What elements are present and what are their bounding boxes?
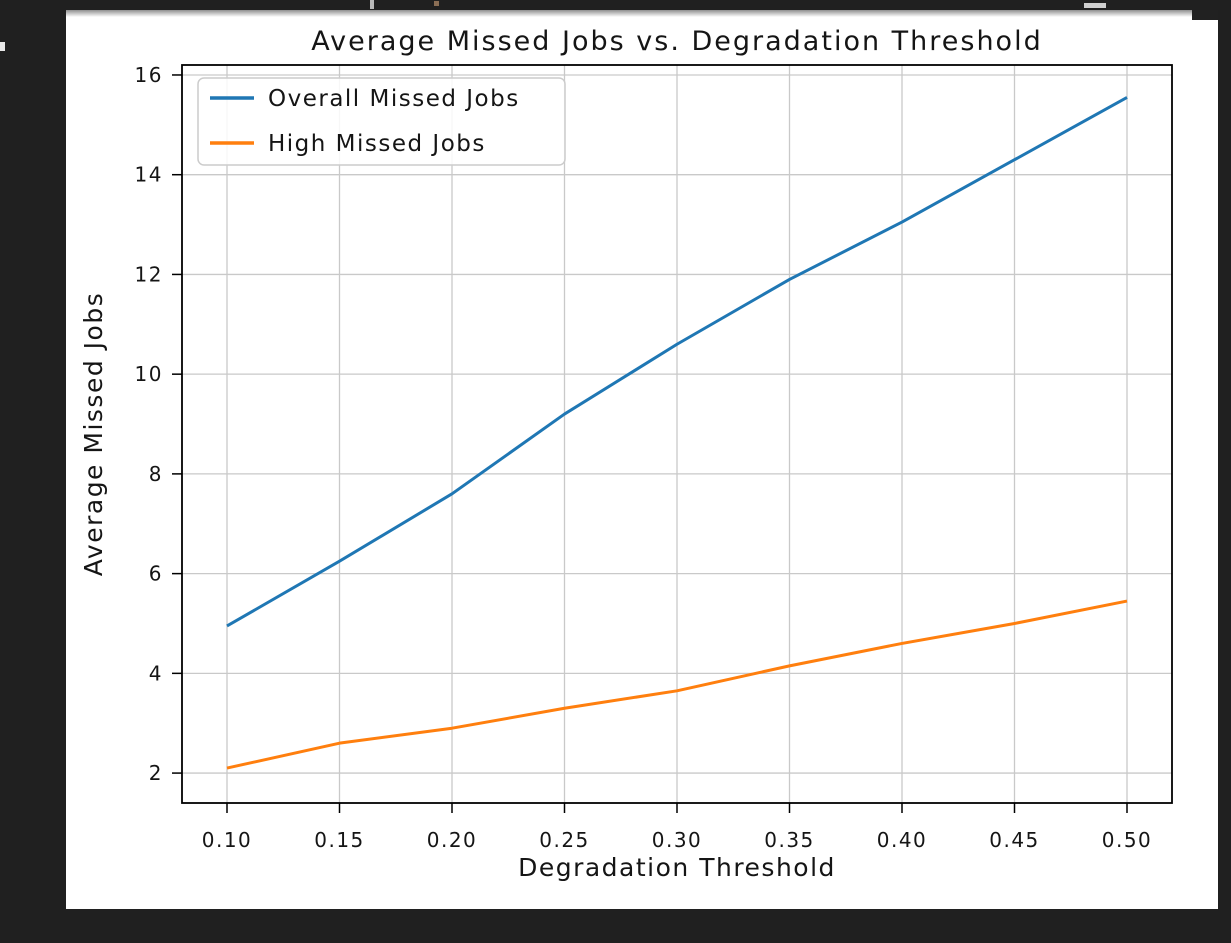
chart-title: Average Missed Jobs vs. Degradation Thre… [311,26,1042,57]
left-edge-artifact [0,42,5,51]
x-tick-label: 0.30 [652,828,703,852]
series-layer [226,96,1128,770]
y-tick-label: 4 [149,661,163,685]
x-tick-label: 0.50 [1102,828,1153,852]
y-tick-label: 2 [149,761,163,785]
x-tick-label: 0.40 [877,828,928,852]
legend-box [197,77,566,166]
y-tick-label: 14 [135,163,163,187]
chart-figure: 0.10 0.15 0.20 0.25 0.30 0.35 0.40 0.45 0.50 2 4 6 8… [66,10,1218,909]
top-edge-artifact [370,0,374,9]
tick-layer: 0.10 0.15 0.20 0.25 0.30 0.35 0.40 0.45 0.50 2 4 6 8… [135,63,1153,852]
grid-layer [182,65,1172,803]
x-tick-label: 0.45 [989,828,1040,852]
top-edge-underline-artifact [1084,3,1106,8]
axes-spines [181,64,1173,804]
y-tick-label: 10 [135,362,163,386]
y-axis-label: Average Missed Jobs [79,292,108,576]
y-tick-label: 6 [149,562,163,586]
top-edge-artifact [434,1,439,6]
data-line-high-missed-jobs [226,599,1128,770]
y-tick-label: 8 [149,462,163,486]
data-line-overall-missed-jobs [226,96,1128,628]
x-tick-label: 0.15 [314,828,365,852]
line-chart: 0.10 0.15 0.20 0.25 0.30 0.35 0.40 0.45 0.50 2 4 6 8… [79,26,1173,882]
legend-label-overall: Overall Missed Jobs [268,86,520,112]
x-tick-label: 0.20 [427,828,478,852]
figure-top-gradient [66,10,1218,17]
figure-corner-notch [1192,10,1218,20]
legend: Overall Missed Jobs High Missed Jobs [197,77,566,166]
legend-label-high: High Missed Jobs [268,131,486,157]
x-tick-label: 0.35 [764,828,815,852]
x-axis-label: Degradation Threshold [518,853,836,882]
x-tick-label: 0.10 [202,828,253,852]
y-tick-label: 12 [135,262,163,286]
x-tick-label: 0.25 [539,828,590,852]
y-tick-label: 16 [135,63,163,87]
